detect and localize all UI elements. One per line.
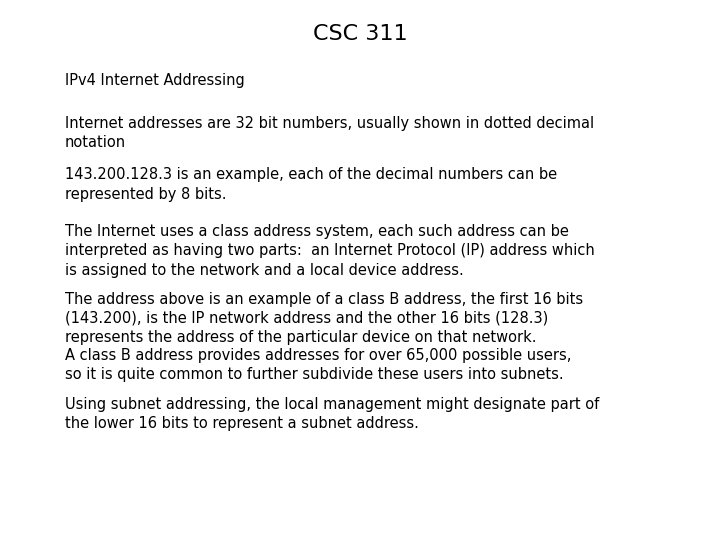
Text: The Internet uses a class address system, each such address can be
interpreted a: The Internet uses a class address system…	[65, 224, 595, 278]
Text: Internet addresses are 32 bit numbers, usually shown in dotted decimal
notation: Internet addresses are 32 bit numbers, u…	[65, 116, 594, 150]
Text: IPv4 Internet Addressing: IPv4 Internet Addressing	[65, 73, 245, 88]
Text: Using subnet addressing, the local management might designate part of
the lower : Using subnet addressing, the local manag…	[65, 397, 599, 431]
Text: A class B address provides addresses for over 65,000 possible users,
so it is qu: A class B address provides addresses for…	[65, 348, 571, 382]
Text: The address above is an example of a class B address, the first 16 bits
(143.200: The address above is an example of a cla…	[65, 292, 583, 345]
Text: CSC 311: CSC 311	[312, 24, 408, 44]
Text: 143.200.128.3 is an example, each of the decimal numbers can be
represented by 8: 143.200.128.3 is an example, each of the…	[65, 167, 557, 201]
